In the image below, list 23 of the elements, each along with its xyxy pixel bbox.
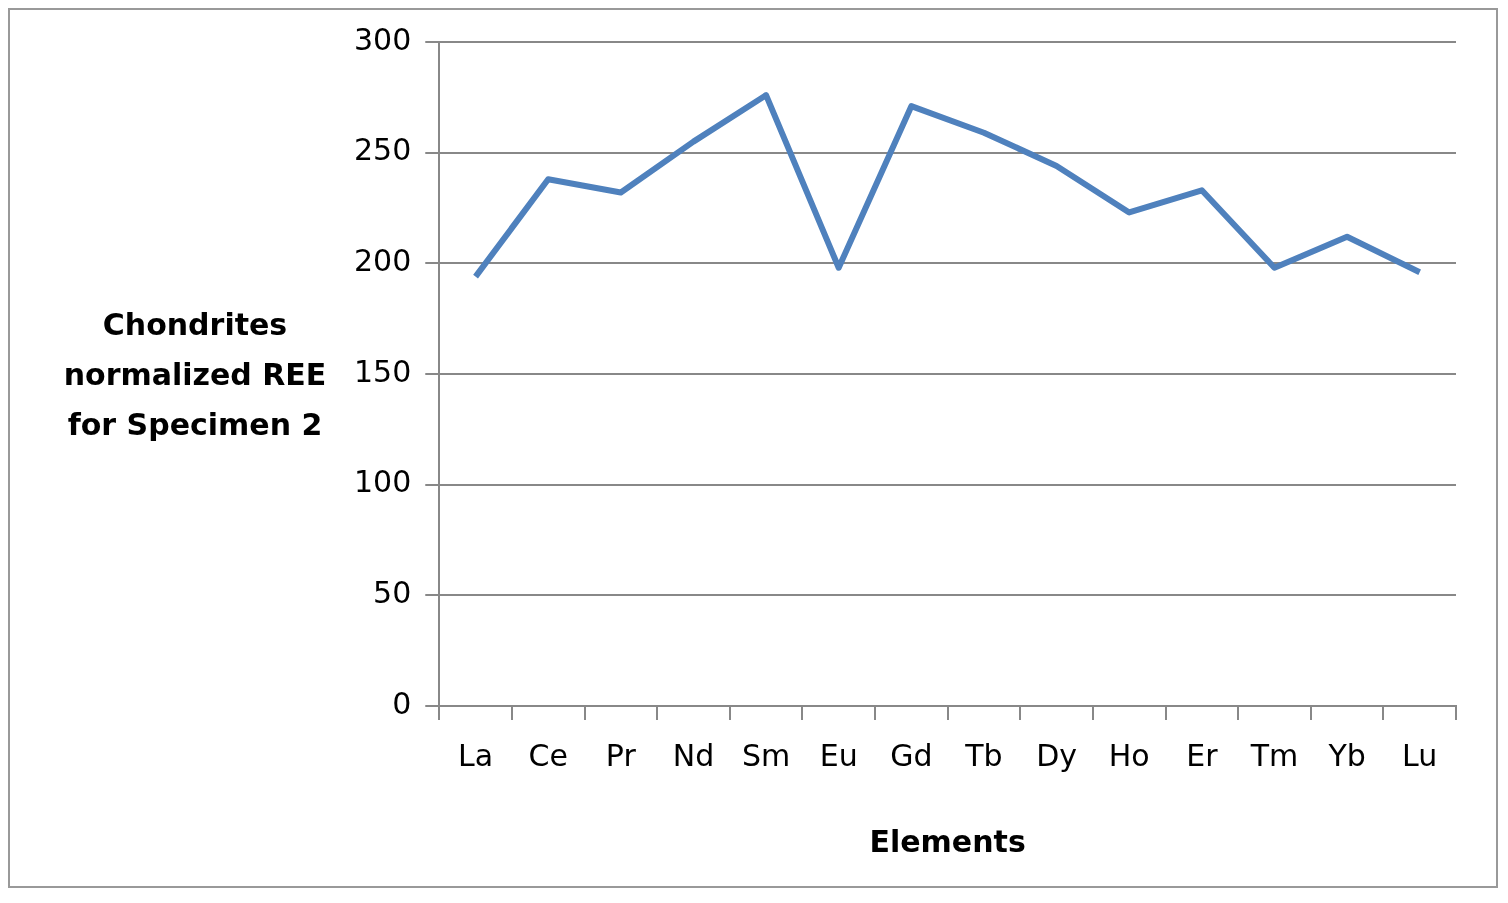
y-tick-label: 200 — [354, 243, 412, 279]
x-tick-label: Eu — [819, 737, 858, 773]
x-tick-label: Gd — [890, 737, 933, 773]
x-tick-label: Sm — [741, 737, 791, 773]
x-tick-label: Yb — [1327, 737, 1366, 773]
x-tick-label: Lu — [1402, 737, 1438, 773]
y-tick-label: 100 — [354, 464, 412, 500]
y-tick-label: 0 — [392, 685, 412, 721]
x-tick-label: Nd — [672, 737, 715, 773]
x-tick-label: La — [458, 737, 494, 773]
y-tick-label: 250 — [354, 132, 412, 168]
x-tick-label: Tb — [964, 737, 1003, 773]
x-tick-label: Ho — [1108, 737, 1150, 773]
x-tick-label: Tm — [1249, 737, 1299, 773]
y-tick-label: 50 — [373, 575, 412, 611]
y-tick-label: 300 — [354, 21, 412, 57]
x-tick-label: Pr — [605, 737, 637, 773]
y-tick-label: 150 — [354, 353, 412, 389]
x-tick-label: Er — [1186, 737, 1219, 773]
x-axis-title: Elements — [869, 823, 1026, 859]
x-tick-label: Dy — [1036, 737, 1077, 773]
y-axis-title: Chondrites normalized REE for Specimen 2 — [62, 306, 328, 444]
x-tick-label: Ce — [528, 737, 568, 773]
